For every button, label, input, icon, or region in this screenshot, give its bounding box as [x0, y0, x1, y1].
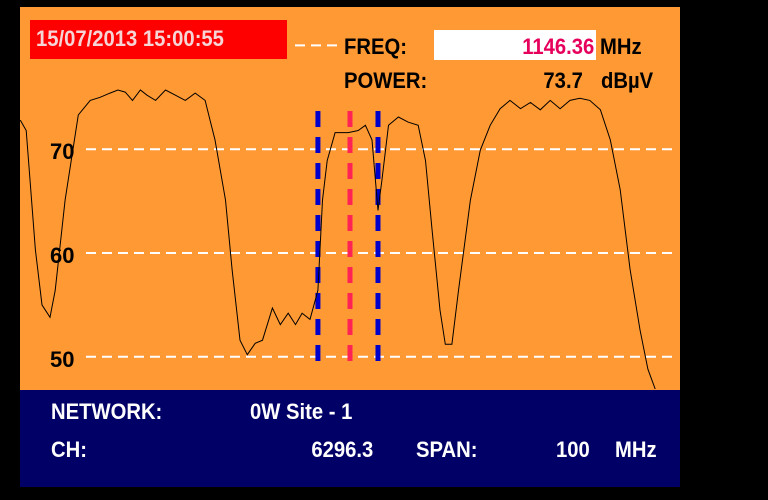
- span-label: SPAN:: [416, 437, 478, 462]
- datetime: 15/07/2013 15:00:55: [36, 26, 224, 51]
- y-tick-label: 50: [50, 347, 74, 372]
- span-unit: MHz: [615, 437, 657, 462]
- freq-label: FREQ:: [344, 34, 407, 59]
- ch-label: CH:: [51, 437, 87, 462]
- spectrum-plot: 70 60 50: [20, 44, 676, 390]
- info-panel: [20, 390, 680, 487]
- span-value: 100: [556, 437, 590, 462]
- spectrum-display: 70 60 50: [20, 7, 680, 390]
- freq-value: 1146.36: [521, 34, 594, 59]
- y-tick-label: 70: [50, 139, 74, 164]
- power-label: POWER:: [344, 68, 428, 93]
- freq-input[interactable]: [434, 30, 596, 60]
- ch-value: 6296.3: [311, 437, 373, 462]
- power-unit: dBµV: [601, 68, 654, 93]
- spectrum-trace: [20, 89, 656, 390]
- power-value: 73.7: [543, 68, 583, 93]
- network-value: 0W Site - 1: [250, 399, 353, 424]
- freq-unit: MHz: [600, 34, 642, 59]
- y-tick-label: 60: [50, 243, 74, 268]
- datetime-box: [30, 20, 287, 59]
- network-label: NETWORK:: [51, 399, 163, 424]
